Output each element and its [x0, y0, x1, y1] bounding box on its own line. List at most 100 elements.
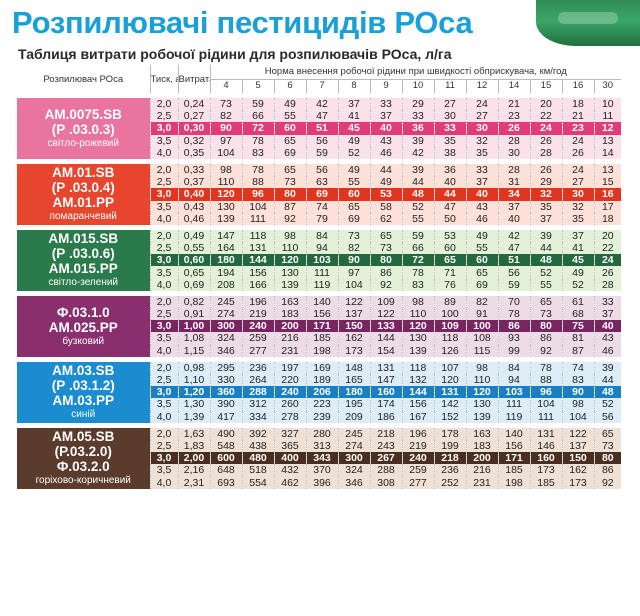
- table-row: 2,5 0,37 110 88 73 63 55 49 44 40 37 31 29 27 15: [17, 176, 622, 189]
- rate-cell: 32: [529, 188, 562, 201]
- table-row: 4,0 2,31 693 554 462 396 346 308 277 252 231 198 185…: [17, 476, 622, 489]
- rate-cell: 327: [273, 427, 306, 440]
- nozzle-label: АМ.015.SB (Р .03.0.6) АМ.015.РР світло-зеле…: [17, 229, 150, 291]
- table-row: 2,5 0,91 274 219 183 156 137 122 110 100 91 78 73 68 3…: [17, 308, 622, 321]
- rate-cell: 131: [529, 427, 562, 440]
- rate-cell: 74: [561, 361, 594, 374]
- pressure-cell: 4,0: [149, 410, 178, 423]
- rate-cell: 648: [209, 464, 242, 477]
- rate-cell: 59: [305, 146, 338, 159]
- rate-cell: 163: [465, 427, 498, 440]
- pressure-cell: 2,0: [149, 98, 178, 111]
- rate-cell: 259: [401, 464, 434, 477]
- rate-cell: 119: [305, 278, 338, 291]
- rate-cell: 104: [241, 200, 274, 213]
- rate-cell: 65: [273, 163, 306, 177]
- rate-cell: 24: [593, 254, 622, 267]
- header-speed: 6: [273, 79, 306, 93]
- rate-cell: 109: [369, 295, 402, 308]
- rate-cell: 267: [369, 452, 402, 465]
- rate-cell: 49: [369, 176, 402, 189]
- flow-cell: 1,08: [177, 332, 210, 345]
- rate-cell: 360: [209, 386, 242, 399]
- rate-cell: 240: [273, 386, 306, 399]
- rate-cell: 93: [497, 332, 530, 345]
- rate-cell: 43: [465, 200, 498, 213]
- rate-cell: 52: [337, 146, 370, 159]
- rate-cell: 28: [593, 278, 622, 291]
- rate-cell: 53: [433, 229, 466, 243]
- rate-cell: 154: [369, 344, 402, 357]
- table-row: 4,0 0,35 104 83 69 59 52 46 42 38 35 30 28 26 14: [17, 146, 622, 159]
- rate-cell: 156: [241, 266, 274, 279]
- pressure-cell: 3,5: [149, 134, 178, 147]
- header-speed: 5: [241, 79, 274, 93]
- rate-cell: 82: [465, 295, 498, 308]
- header-flow: Витрата, л/хв: [177, 65, 210, 93]
- rate-cell: 86: [497, 320, 530, 333]
- rate-cell: 18: [561, 98, 594, 111]
- rate-cell: 144: [369, 332, 402, 345]
- table-subtitle: Таблиця витрати робочої рідини для розпи…: [18, 46, 452, 62]
- flow-cell: 0,98: [177, 361, 210, 374]
- rate-cell: 216: [273, 332, 306, 345]
- rate-cell: 167: [401, 410, 434, 423]
- rate-cell: 37: [529, 212, 562, 225]
- nozzle-label: АМ.0075.SB (Р .03.0.3) світло-рожевий: [17, 98, 150, 159]
- rate-cell: 174: [369, 398, 402, 411]
- pressure-cell: 3,0: [149, 386, 178, 399]
- rate-cell: 73: [337, 229, 370, 243]
- table-row: 3,0 2,00 600 480 400 343 300 267 240 218 200 171 160…: [17, 452, 622, 465]
- flow-cell: 2,00: [177, 452, 210, 465]
- rate-cell: 60: [465, 254, 498, 267]
- rate-cell: 28: [497, 163, 530, 177]
- rate-cell: 78: [241, 134, 274, 147]
- header-rate-group: Норма внесення робочої рідини при швидко…: [209, 65, 622, 80]
- rate-cell: 86: [369, 266, 402, 279]
- rate-cell: 130: [401, 332, 434, 345]
- rate-cell: 73: [529, 308, 562, 321]
- rate-cell: 208: [209, 278, 242, 291]
- rate-cell: 24: [561, 134, 594, 147]
- rate-cell: 45: [561, 254, 594, 267]
- table-row: 3,5 2,16 648 518 432 370 324 288 259 236 216 185 173…: [17, 464, 622, 477]
- table-row: 3,5 0,43 130 104 87 74 65 58 52 47 43 37 35 32 17: [17, 200, 622, 213]
- rate-cell: 118: [241, 229, 274, 243]
- rate-cell: 236: [241, 361, 274, 374]
- rate-cell: 139: [273, 278, 306, 291]
- rate-cell: 44: [433, 188, 466, 201]
- rate-cell: 37: [465, 176, 498, 189]
- rate-cell: 33: [433, 122, 466, 135]
- rate-cell: 173: [529, 464, 562, 477]
- rate-cell: 334: [241, 410, 274, 423]
- rate-cell: 554: [241, 476, 274, 489]
- rate-cell: 236: [433, 464, 466, 477]
- group-separator: [17, 356, 622, 362]
- rate-cell: 72: [401, 254, 434, 267]
- rate-cell: 37: [337, 98, 370, 111]
- rate-cell: 56: [305, 134, 338, 147]
- pressure-cell: 2,0: [149, 229, 178, 243]
- pressure-cell: 2,5: [149, 110, 178, 123]
- rate-cell: 97: [337, 266, 370, 279]
- table-row: 3,5 1,08 324 259 216 185 162 144 130 118 108 93 86 81…: [17, 332, 622, 345]
- rate-cell: 173: [337, 344, 370, 357]
- rate-cell: 39: [593, 361, 622, 374]
- rate-cell: 120: [465, 386, 498, 399]
- rate-cell: 104: [561, 410, 594, 423]
- table-row: АМ.0075.SB (Р .03.0.3) світло-рожевий 2,0 0,…: [17, 98, 622, 159]
- rate-cell: 90: [209, 122, 242, 135]
- pressure-cell: 3,0: [149, 122, 178, 135]
- group-separator: [17, 224, 622, 230]
- pressure-cell: 2,5: [149, 439, 178, 453]
- rate-cell: 100: [465, 320, 498, 333]
- flow-cell: 1,10: [177, 373, 210, 387]
- pressure-cell: 3,0: [149, 452, 178, 465]
- rate-cell: 130: [465, 398, 498, 411]
- rate-cell: 148: [337, 361, 370, 374]
- rate-cell: 274: [209, 308, 242, 321]
- rate-cell: 171: [497, 452, 530, 465]
- rate-cell: 40: [433, 176, 466, 189]
- rate-cell: 100: [433, 308, 466, 321]
- rate-cell: 245: [209, 295, 242, 308]
